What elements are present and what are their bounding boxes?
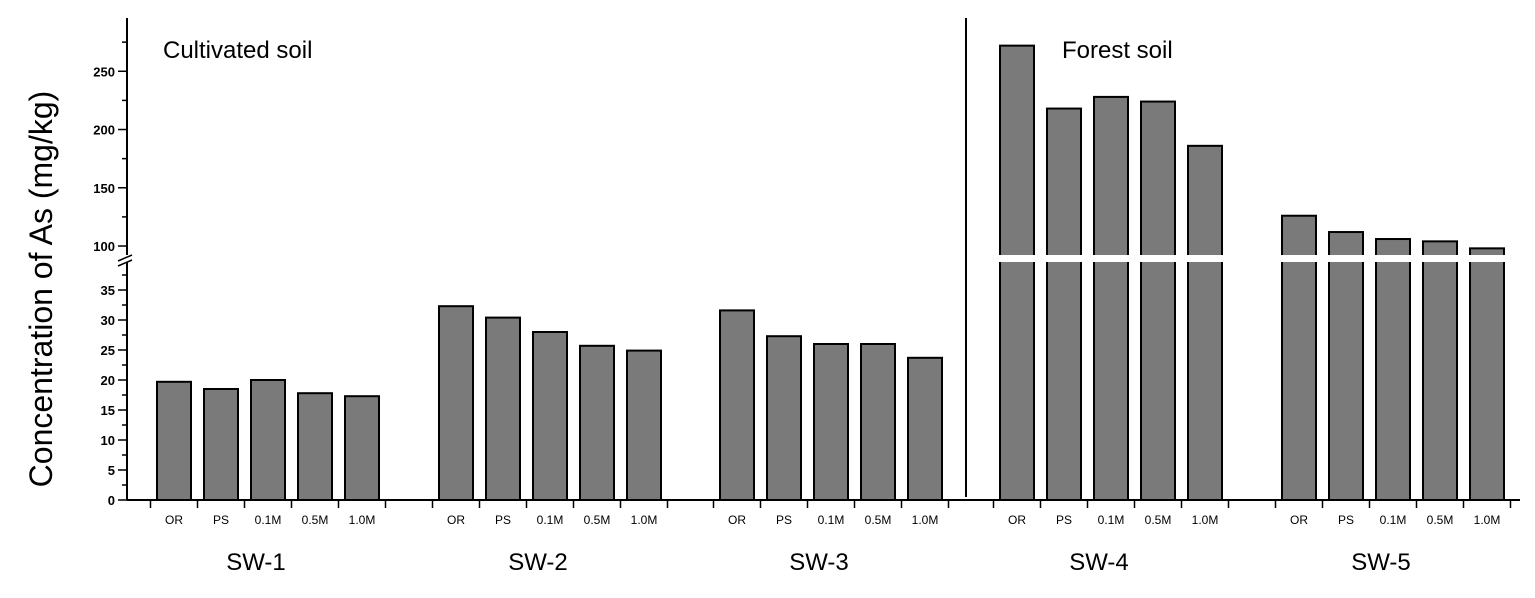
group-label-sw-5: SW-5 (1351, 549, 1411, 576)
bar-sw-2-0.1m (532, 331, 568, 501)
group-label-sw-1: SW-1 (226, 549, 286, 576)
bar-sw-1-0.5m (297, 392, 333, 502)
x-tick-label: 0.5M (865, 513, 892, 527)
bar-sw-5-0.1m (1375, 238, 1411, 501)
bar-sw-4-0.1m (1093, 95, 1129, 502)
bar-sw-4-ps (1046, 107, 1082, 502)
y-axis-break-gap (118, 255, 136, 262)
group-label-sw-3: SW-3 (789, 549, 849, 576)
y-tick-label: 200 (93, 123, 115, 138)
bar-sw-5-0.5m (1422, 240, 1458, 502)
bar-sw-3-or (719, 309, 755, 501)
bar-sw-5-ps (1328, 231, 1364, 501)
y-tick-label: 30 (101, 313, 115, 328)
x-tick-label: 0.5M (1145, 513, 1172, 527)
x-tick-label: 1.0M (631, 513, 658, 527)
x-tick-label: 0.5M (302, 513, 329, 527)
group-label-sw-2: SW-2 (508, 549, 568, 576)
bar-sw-2-1.0m (626, 349, 662, 501)
y-tick-label: 25 (101, 343, 115, 358)
x-tick-label: 0.1M (1098, 513, 1125, 527)
bar-sw-1-0.1m (250, 379, 286, 501)
group-label-sw-4: SW-4 (1069, 549, 1129, 576)
x-tick-label: 1.0M (349, 513, 376, 527)
axis-break-band (990, 255, 1520, 262)
x-tick-label: PS (776, 513, 792, 527)
bar-sw-2-or (438, 305, 474, 502)
x-tick-label: OR (165, 513, 183, 527)
x-tick-label: PS (1338, 513, 1354, 527)
x-tick-label: 0.1M (1380, 513, 1407, 527)
bar-sw-4-1.0m (1187, 144, 1223, 502)
x-tick-label: OR (1008, 513, 1026, 527)
bar-sw-2-ps (485, 316, 521, 501)
x-tick-label: OR (728, 513, 746, 527)
x-tick-label: PS (213, 513, 229, 527)
y-tick-label: 0 (108, 493, 115, 508)
x-tick-label: 0.1M (537, 513, 564, 527)
y-tick-label: 10 (101, 433, 115, 448)
bar-sw-3-0.1m (813, 343, 849, 501)
bar-sw-1-ps (203, 388, 239, 501)
cultivated-soil-annotation: Cultivated soil (163, 37, 312, 64)
x-tick-label: PS (1056, 513, 1072, 527)
y-tick-label: 150 (93, 181, 115, 196)
x-tick-label: 0.5M (584, 513, 611, 527)
x-tick-label: PS (495, 513, 511, 527)
y-tick-label: 35 (101, 283, 115, 298)
x-tick-label: 1.0M (1474, 513, 1501, 527)
bar-sw-4-or (999, 44, 1035, 501)
x-tick-label: 0.1M (255, 513, 282, 527)
y-tick-label: 250 (93, 64, 115, 79)
bar-sw-5-1.0m (1469, 247, 1505, 501)
bar-sw-1-or (156, 380, 192, 501)
y-axis-break-mark (117, 254, 133, 262)
bar-sw-2-0.5m (579, 344, 615, 501)
forest-soil-annotation: Forest soil (1062, 37, 1173, 64)
y-tick-label: 5 (108, 463, 115, 478)
y-tick-label: 20 (101, 373, 115, 388)
bar-sw-4-0.5m (1140, 100, 1176, 501)
bar-sw-3-0.5m (860, 343, 896, 501)
x-tick-label: OR (447, 513, 465, 527)
bar-sw-5-or (1281, 214, 1317, 501)
x-tick-label: 0.5M (1427, 513, 1454, 527)
x-tick-label: 0.1M (818, 513, 845, 527)
bar-sw-1-1.0m (344, 395, 380, 502)
y-tick-label: 15 (101, 403, 115, 418)
x-tick-label: OR (1290, 513, 1308, 527)
y-axis-label: Concentration of As (mg/kg) (23, 91, 59, 488)
x-tick-label: 1.0M (1192, 513, 1219, 527)
bar-sw-3-ps (766, 335, 802, 502)
plot-area: OR PS 0.1M 0.5M 1.0M SW-1 OR PS 0.1M 0.5M 1.0M SW-2… (93, 18, 1520, 576)
bar-sw-3-1.0m (907, 356, 943, 501)
y-axis-break-mark (117, 259, 133, 267)
x-tick-label: 1.0M (912, 513, 939, 527)
y-tick-label: 100 (93, 239, 115, 254)
